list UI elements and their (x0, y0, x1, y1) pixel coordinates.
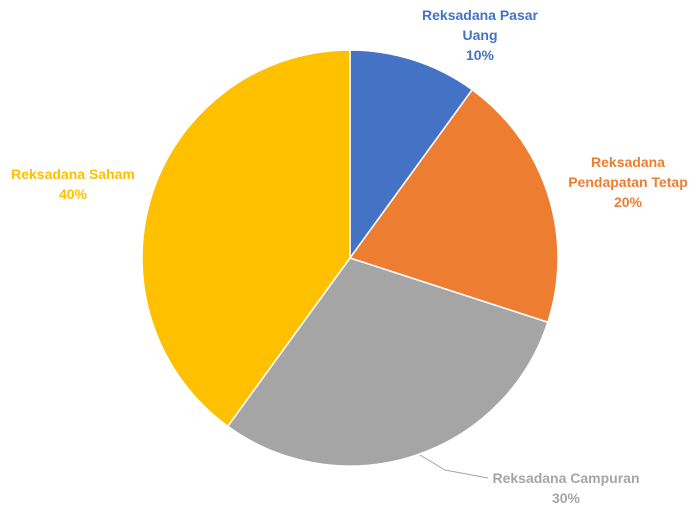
data-label: Reksadana Pendapatan Tetap 20% (561, 152, 696, 212)
label-name: Reksadana Pendapatan Tetap (568, 154, 688, 190)
label-value: 40% (58, 186, 88, 202)
data-label: Reksadana Saham 40% (0, 164, 153, 204)
leader-line (419, 454, 489, 479)
pie-slice (141, 49, 351, 428)
label-name: Reksadana Saham (11, 166, 135, 182)
pie-slice (226, 257, 549, 467)
label-value: 20% (613, 194, 643, 210)
data-label: Reksadana Campuran 30% (456, 468, 676, 508)
label-value: 30% (551, 490, 581, 506)
label-value: 10% (465, 47, 495, 63)
label-name: Reksadana Campuran (492, 470, 640, 486)
data-label: Reksadana Pasar Uang 10% (410, 5, 550, 65)
pie-slice (349, 49, 474, 261)
pie-slice (348, 88, 559, 324)
label-name: Reksadana Pasar Uang (422, 7, 538, 43)
